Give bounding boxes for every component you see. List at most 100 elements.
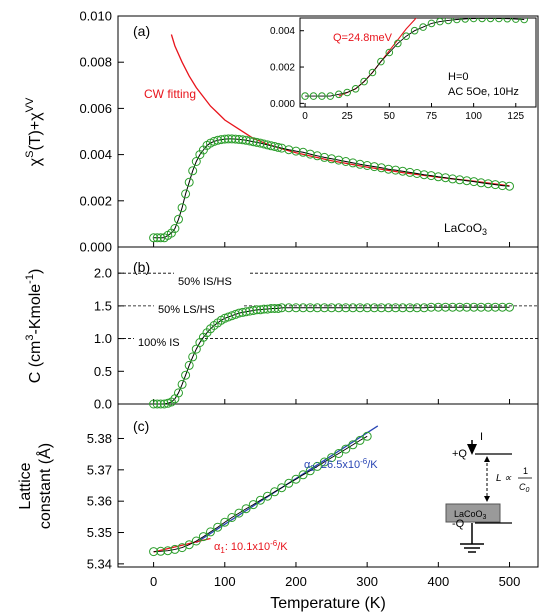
curie-constant-point: [298, 303, 308, 313]
lattice-data-point: [206, 527, 215, 537]
chi-data-point: [490, 180, 500, 190]
panel-a-y-tick-label: 0.006: [79, 101, 112, 116]
ref-label-50-ls-hs: 50% LS/HS: [158, 304, 215, 316]
curie-constant-point: [476, 302, 486, 312]
panel-c-y-tick-label: 5.34: [87, 556, 112, 571]
inset-chi-data-point: [385, 48, 394, 57]
panel-b-y-tick-label: 0.0: [94, 397, 112, 412]
inset-x-tick-label: 125: [507, 111, 524, 122]
schematic-gap-arrow-bottom: [484, 496, 490, 502]
curie-constant-point: [405, 303, 415, 313]
curie-constant-point: [469, 302, 479, 312]
lattice-data-point: [355, 435, 365, 445]
chi-data-point: [405, 167, 415, 177]
lattice-data-point: [270, 487, 280, 497]
lattice-data-point: [184, 540, 194, 550]
chi-data-point: [455, 175, 465, 185]
x-tick-label: 300: [356, 574, 378, 589]
chi-data-point: [305, 149, 315, 159]
chi-data-point: [327, 154, 337, 164]
panel-a-label: (a): [133, 23, 150, 39]
chi-data-point: [433, 172, 443, 182]
inset-chi-data-point: [495, 18, 503, 23]
curie-constant-point: [177, 379, 187, 389]
inset-y-tick-label: 0.002: [270, 63, 295, 74]
inset-chi-data-point: [377, 57, 385, 66]
inset-chi-data-point: [419, 23, 427, 31]
panel-b-y-label: C (cm3-Kmole-1): [24, 269, 44, 384]
curie-constant-point: [312, 303, 322, 313]
chi-data-point: [270, 142, 280, 151]
chi-data-point: [245, 136, 255, 146]
chi-data-point: [384, 164, 393, 174]
inset-chi-data-point: [461, 18, 469, 23]
curie-constant-point: [327, 303, 337, 313]
curie-constant-point: [490, 302, 500, 312]
chi-data-point: [391, 165, 401, 175]
inset-x-tick-label: 50: [384, 111, 396, 122]
chi-data-point: [298, 147, 308, 157]
chi-data-point: [476, 178, 486, 188]
chi-data-point: [273, 142, 283, 152]
curie-constant-point: [433, 302, 443, 312]
chi-data-point: [462, 176, 472, 186]
curie-constant-point: [174, 388, 183, 398]
lattice-data-point: [198, 532, 208, 542]
chi-data-point: [348, 158, 358, 168]
inset-chi-data-point: [351, 85, 360, 93]
lattice-data-point: [305, 466, 315, 476]
panel-b-reference-lines: [118, 272, 538, 339]
curie-constant-point: [341, 303, 351, 313]
curie-constant-point: [505, 302, 514, 312]
lattice-data-point: [319, 457, 329, 467]
inset-h-label: H=0: [448, 71, 469, 83]
ref-label-100-is: 100% IS: [138, 337, 180, 349]
panel-b-series: [149, 302, 514, 409]
panel-a-y-axis: 0.000 0.002 0.004 0.006 0.008 0.010: [79, 9, 124, 255]
lattice-data-point: [163, 546, 173, 556]
panel-b-y-axis: 0.0 0.5 1.0 1.5 2.0: [94, 266, 124, 412]
schematic-relation: L ∝: [496, 473, 512, 484]
curie-constant-point: [391, 303, 401, 313]
curie-constant-point: [149, 399, 159, 409]
chi-data-point: [213, 135, 223, 145]
chi-data-point: [412, 169, 422, 178]
curie-constant-point: [277, 303, 287, 313]
lattice-data-point: [327, 453, 337, 463]
chi-data-point: [152, 233, 162, 243]
inset-chi-data-point: [469, 18, 478, 23]
chi-data-point: [223, 134, 233, 144]
lattice-data-point: [263, 491, 272, 501]
curie-constant-point: [181, 370, 191, 380]
inset-chi-data-point: [427, 19, 436, 28]
curie-constant-point: [284, 303, 294, 313]
lattice-data-point: [227, 513, 237, 522]
panel-c-y-label-line2: constant (Å): [35, 443, 54, 529]
curie-constant-point: [234, 308, 244, 318]
curie-constant-point: [156, 399, 166, 409]
chi-data-point: [255, 138, 265, 148]
curie-constant-point: [252, 305, 262, 315]
curie-constant-point: [497, 302, 507, 312]
inset-chi-data-point: [368, 68, 377, 77]
curie-constant-point: [263, 304, 272, 314]
curie-constant-point: [305, 303, 315, 313]
inset-chi-data-point: [394, 39, 402, 48]
chi-data-point: [149, 233, 159, 243]
panel-c-y-tick-label: 5.37: [87, 462, 112, 477]
curie-constant-point: [248, 306, 258, 315]
chi-data-point: [469, 177, 479, 187]
curie-constant-point: [241, 307, 251, 317]
chi-data-point: [248, 137, 258, 147]
schematic-minus-label: -Q: [452, 518, 465, 530]
chi-data-point: [227, 134, 237, 144]
panel-b-y-tick-label: 2.0: [94, 266, 112, 281]
curie-constant-point: [291, 303, 301, 313]
schematic-relation-den: C0: [519, 482, 530, 494]
panel-c-label: (c): [133, 418, 149, 434]
alpha1-fit-line: [153, 537, 211, 553]
chi-data-point: [291, 146, 301, 156]
panel-a-series: [149, 34, 514, 243]
chi-data-point: [334, 155, 344, 165]
schematic-current-label: I: [480, 431, 483, 443]
